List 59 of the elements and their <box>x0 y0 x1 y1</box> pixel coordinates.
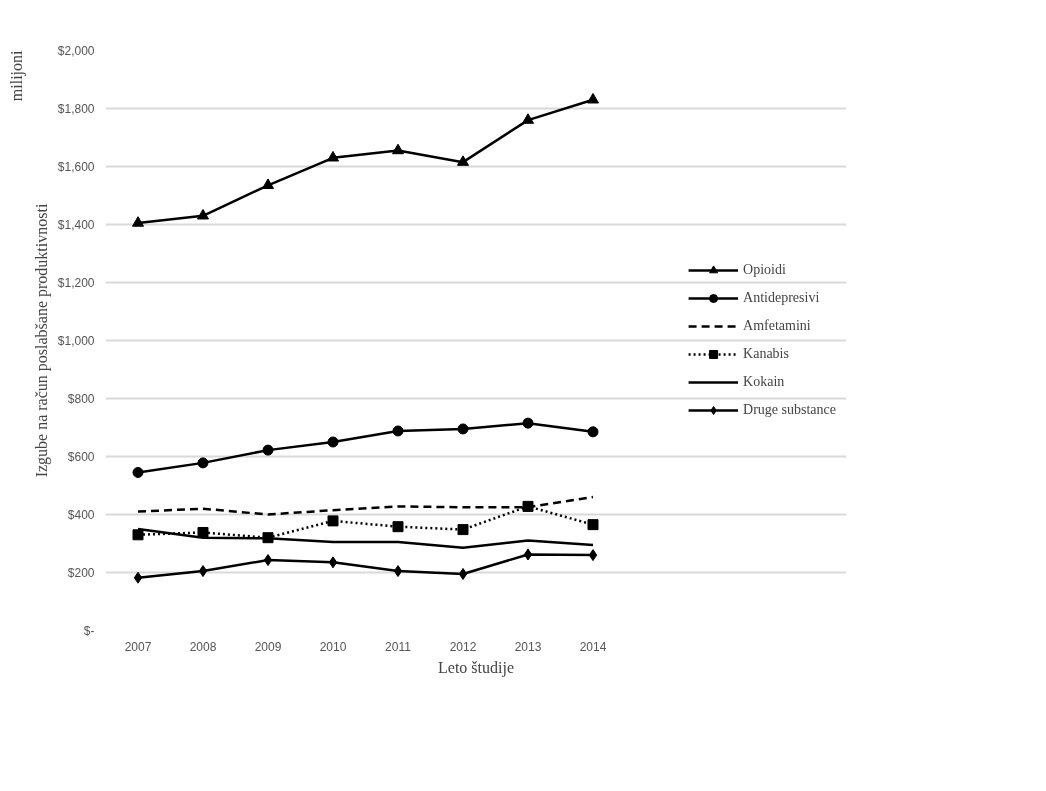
legend-label: Opioidi <box>743 262 786 278</box>
point <box>262 178 274 190</box>
y-axis-title: Izgube na račun poslabšane produktivnosti <box>32 203 51 478</box>
point <box>392 143 404 155</box>
y-tick-label: $200 <box>67 565 95 580</box>
y-tick-label: $800 <box>67 391 95 406</box>
point <box>522 113 534 124</box>
y-tick-label: $1,400 <box>57 217 95 232</box>
point <box>588 549 598 562</box>
x-tick-label: 2007 <box>124 639 152 654</box>
x-axis-title: Leto študije <box>438 658 514 677</box>
point <box>393 565 403 578</box>
x-tick-label: 2009 <box>254 639 282 654</box>
legend-label: Kanabis <box>743 346 789 362</box>
y-tick-label: $- <box>83 623 95 638</box>
y-tick-label: $1,800 <box>57 101 95 116</box>
text: milijoni <box>7 49 26 102</box>
point <box>197 457 209 469</box>
point <box>328 556 338 569</box>
point <box>263 554 273 567</box>
x-tick-label: 2013 <box>514 639 542 654</box>
point <box>457 524 469 536</box>
point <box>133 571 143 584</box>
point <box>132 466 144 478</box>
point <box>457 423 469 435</box>
point <box>587 426 599 438</box>
point <box>132 216 144 227</box>
legend-label: Antidepresivi <box>743 290 820 306</box>
point <box>587 519 599 531</box>
point <box>458 567 468 580</box>
point <box>457 155 469 166</box>
point <box>132 529 144 541</box>
y-tick-label: $1,600 <box>57 159 95 174</box>
y-tick-label: $600 <box>67 449 95 464</box>
point <box>197 526 209 538</box>
point <box>327 150 339 162</box>
x-tick-label: 2012 <box>449 639 477 654</box>
point <box>522 417 534 429</box>
legend-label: Druge substance <box>743 402 836 418</box>
point <box>523 548 533 561</box>
point <box>327 515 339 527</box>
point <box>587 92 599 104</box>
point <box>392 521 404 533</box>
point <box>392 425 404 437</box>
x-tick-label: 2008 <box>189 639 217 654</box>
x-tick-label: 2011 <box>385 639 412 654</box>
point <box>262 444 274 456</box>
point <box>197 208 209 220</box>
point <box>522 500 534 512</box>
legend-label: Amfetamini <box>743 318 811 334</box>
y-tick-label: $1,200 <box>57 275 95 290</box>
point <box>327 436 339 448</box>
legend-label: Kokain <box>743 374 785 390</box>
y-tick-label: $1,000 <box>57 333 95 348</box>
point <box>198 565 208 578</box>
x-tick-label: 2014 <box>579 639 607 654</box>
y-tick-label: $400 <box>67 507 95 522</box>
x-tick-label: 2010 <box>319 639 347 654</box>
y-tick-label: $2,000 <box>57 43 95 58</box>
